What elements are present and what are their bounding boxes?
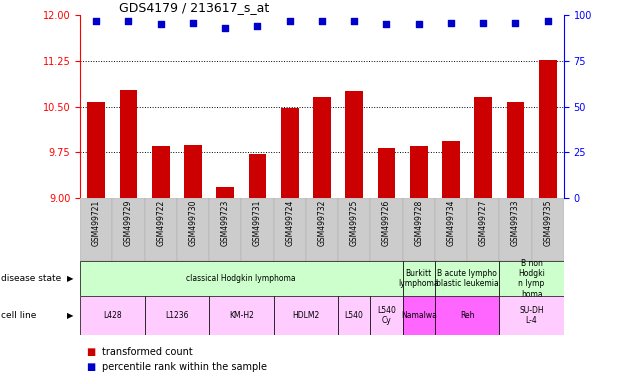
Bar: [152, 146, 169, 198]
Text: SU-DH
L-4: SU-DH L-4: [519, 306, 544, 325]
Bar: [112, 198, 144, 261]
Text: GSM499724: GSM499724: [285, 200, 294, 246]
Bar: [306, 198, 338, 261]
Bar: [144, 198, 177, 261]
Text: transformed count: transformed count: [102, 347, 193, 357]
Text: GSM499727: GSM499727: [479, 200, 488, 246]
Bar: [144, 296, 209, 335]
Bar: [403, 261, 435, 296]
Bar: [249, 154, 266, 198]
Text: ▶: ▶: [67, 274, 74, 283]
Bar: [281, 108, 299, 198]
Bar: [88, 102, 105, 198]
Text: classical Hodgkin lymphoma: classical Hodgkin lymphoma: [186, 274, 296, 283]
Text: L1236: L1236: [165, 311, 188, 320]
Bar: [273, 296, 338, 335]
Bar: [120, 89, 137, 198]
Text: B acute lympho
blastic leukemia: B acute lympho blastic leukemia: [436, 269, 498, 288]
Bar: [403, 296, 435, 335]
Bar: [338, 198, 370, 261]
Point: [381, 22, 391, 28]
Text: GSM499728: GSM499728: [414, 200, 423, 246]
Text: L540
Cy: L540 Cy: [377, 306, 396, 325]
Bar: [403, 198, 435, 261]
Text: GSM499721: GSM499721: [91, 200, 101, 246]
Bar: [500, 198, 532, 261]
Bar: [80, 261, 403, 296]
Text: ■: ■: [86, 347, 96, 357]
Text: cell line: cell line: [1, 311, 37, 320]
Bar: [80, 296, 144, 335]
Bar: [467, 198, 500, 261]
Bar: [184, 145, 202, 198]
Bar: [241, 198, 273, 261]
Point: [317, 18, 327, 24]
Text: GSM499731: GSM499731: [253, 200, 262, 246]
Text: GDS4179 / 213617_s_at: GDS4179 / 213617_s_at: [118, 1, 269, 14]
Point: [349, 18, 359, 24]
Text: L428: L428: [103, 311, 122, 320]
Point: [446, 20, 456, 26]
Text: GSM499730: GSM499730: [188, 200, 197, 246]
Point: [156, 22, 166, 28]
Bar: [273, 198, 306, 261]
Text: GSM499723: GSM499723: [220, 200, 230, 246]
Text: GSM499725: GSM499725: [350, 200, 358, 246]
Bar: [507, 102, 524, 198]
Text: GSM499722: GSM499722: [156, 200, 165, 246]
Bar: [209, 198, 241, 261]
Point: [91, 18, 101, 24]
Text: disease state: disease state: [1, 274, 62, 283]
Bar: [474, 97, 492, 198]
Text: Reh: Reh: [460, 311, 474, 320]
Text: GSM499732: GSM499732: [318, 200, 326, 246]
Text: GSM499726: GSM499726: [382, 200, 391, 246]
Text: Namalwa: Namalwa: [401, 311, 437, 320]
Bar: [500, 296, 564, 335]
Bar: [338, 296, 370, 335]
Point: [188, 20, 198, 26]
Bar: [410, 146, 428, 198]
Bar: [435, 261, 500, 296]
Text: GSM499734: GSM499734: [447, 200, 455, 246]
Text: ■: ■: [86, 362, 96, 372]
Text: percentile rank within the sample: percentile rank within the sample: [102, 362, 267, 372]
Text: L540: L540: [345, 311, 364, 320]
Text: ▶: ▶: [67, 311, 74, 320]
Bar: [377, 148, 395, 198]
Bar: [539, 60, 556, 198]
Bar: [345, 91, 363, 198]
Bar: [313, 97, 331, 198]
Bar: [80, 198, 112, 261]
Bar: [177, 198, 209, 261]
Bar: [442, 141, 460, 198]
Point: [253, 23, 263, 30]
Text: GSM499733: GSM499733: [511, 200, 520, 246]
Point: [123, 18, 134, 24]
Bar: [435, 296, 500, 335]
Bar: [209, 296, 273, 335]
Text: HDLM2: HDLM2: [292, 311, 319, 320]
Text: GSM499729: GSM499729: [124, 200, 133, 246]
Text: KM-H2: KM-H2: [229, 311, 254, 320]
Text: GSM499735: GSM499735: [543, 200, 553, 246]
Bar: [370, 198, 403, 261]
Bar: [216, 187, 234, 198]
Bar: [532, 198, 564, 261]
Point: [542, 18, 553, 24]
Text: Burkitt
lymphoma: Burkitt lymphoma: [398, 269, 439, 288]
Point: [414, 22, 424, 28]
Bar: [500, 261, 564, 296]
Point: [478, 20, 488, 26]
Text: B non
Hodgki
n lymp
homa: B non Hodgki n lymp homa: [518, 259, 545, 299]
Bar: [435, 198, 467, 261]
Point: [285, 18, 295, 24]
Bar: [370, 296, 403, 335]
Point: [510, 20, 520, 26]
Point: [220, 25, 230, 31]
